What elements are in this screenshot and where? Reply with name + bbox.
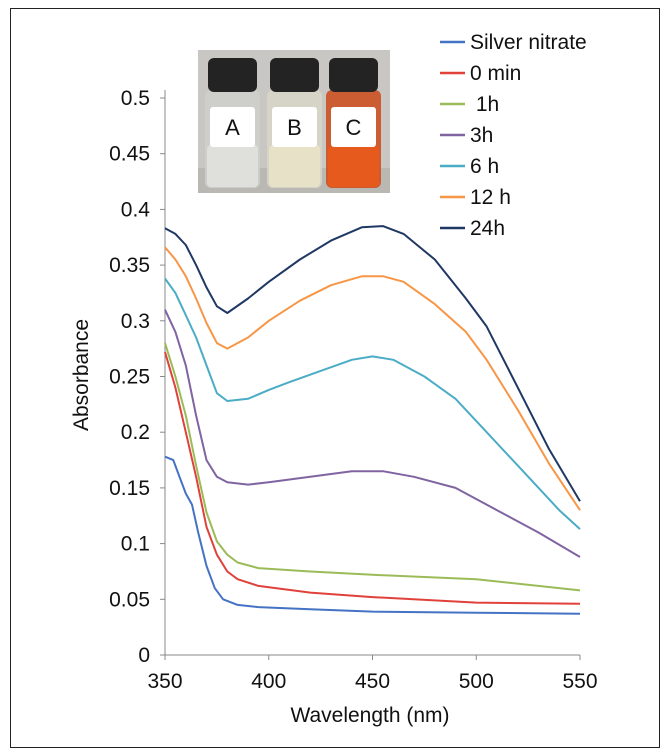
y-tick-label: 0.4 (121, 198, 151, 221)
series-line-24h (164, 225, 581, 502)
y-tick-label: 0.25 (109, 366, 150, 389)
vial-cap (208, 58, 257, 92)
y-tick-label: 0.15 (109, 477, 150, 500)
y-tick-label: 0.35 (109, 254, 150, 277)
series-line-silver-nitrate (164, 455, 581, 615)
y-tick-label: 0.3 (121, 310, 150, 333)
y-tick-label: 0 (138, 644, 150, 667)
legend-label: Silver nitrate (470, 31, 587, 54)
vial-label-text: A (225, 115, 240, 140)
vials-inset-photo: A B C (198, 50, 390, 193)
legend-label: 1h (470, 93, 499, 116)
vial-label-text: C (346, 115, 362, 140)
vial-label-sticker (331, 107, 376, 147)
y-tick-label: 0.45 (109, 143, 150, 166)
vial-liquid (269, 145, 320, 187)
y-tick-label: 0.5 (121, 87, 150, 110)
x-tick-label: 550 (562, 670, 597, 693)
x-tick-label: 350 (147, 670, 182, 693)
vial-cap (329, 58, 378, 92)
vial-liquid (328, 145, 379, 187)
legend-label: 3h (470, 124, 493, 147)
vial-label-sticker (210, 107, 255, 147)
series-line-3h (164, 309, 581, 558)
y-axis-title: Absorbance (70, 319, 93, 431)
legend-label: 6 h (470, 155, 499, 178)
legend-label: 24h (470, 217, 505, 240)
y-tick-label: 0.2 (121, 421, 150, 444)
x-tick-label: 450 (355, 670, 390, 693)
vial-liquid (207, 145, 258, 187)
series-line-6-h (164, 277, 581, 530)
axes: 350 400 450 500 550 0 0.05 0.1 0.15 0.2 0.25 0.3 0.3… (109, 87, 597, 693)
series-line-12-h (164, 246, 581, 511)
vial: A (205, 58, 260, 188)
series-line-1h (164, 342, 581, 592)
vial-cap (270, 58, 319, 92)
absorbance-chart: 350 400 450 500 550 0 0.05 0.1 0.15 0.2 0.25 0.3 0.3… (70, 31, 598, 727)
legend-label: 12 h (470, 186, 511, 209)
x-axis-title: Wavelength (nm) (290, 704, 449, 727)
legend: Silver nitrate 0 min 1h 3h 6 h 12 h 24h (440, 31, 587, 240)
vial-label-sticker (272, 107, 317, 147)
y-tick-label: 0.05 (109, 588, 150, 611)
vial: C (326, 58, 381, 188)
legend-label: 0 min (470, 62, 521, 85)
x-tick-label: 400 (251, 670, 286, 693)
series-line-0-min (164, 351, 581, 605)
vial: B (267, 58, 322, 188)
x-tick-label: 500 (459, 670, 494, 693)
y-tick-label: 0.1 (121, 533, 150, 556)
plot-area (164, 225, 581, 615)
vial-label-text: B (287, 115, 302, 140)
